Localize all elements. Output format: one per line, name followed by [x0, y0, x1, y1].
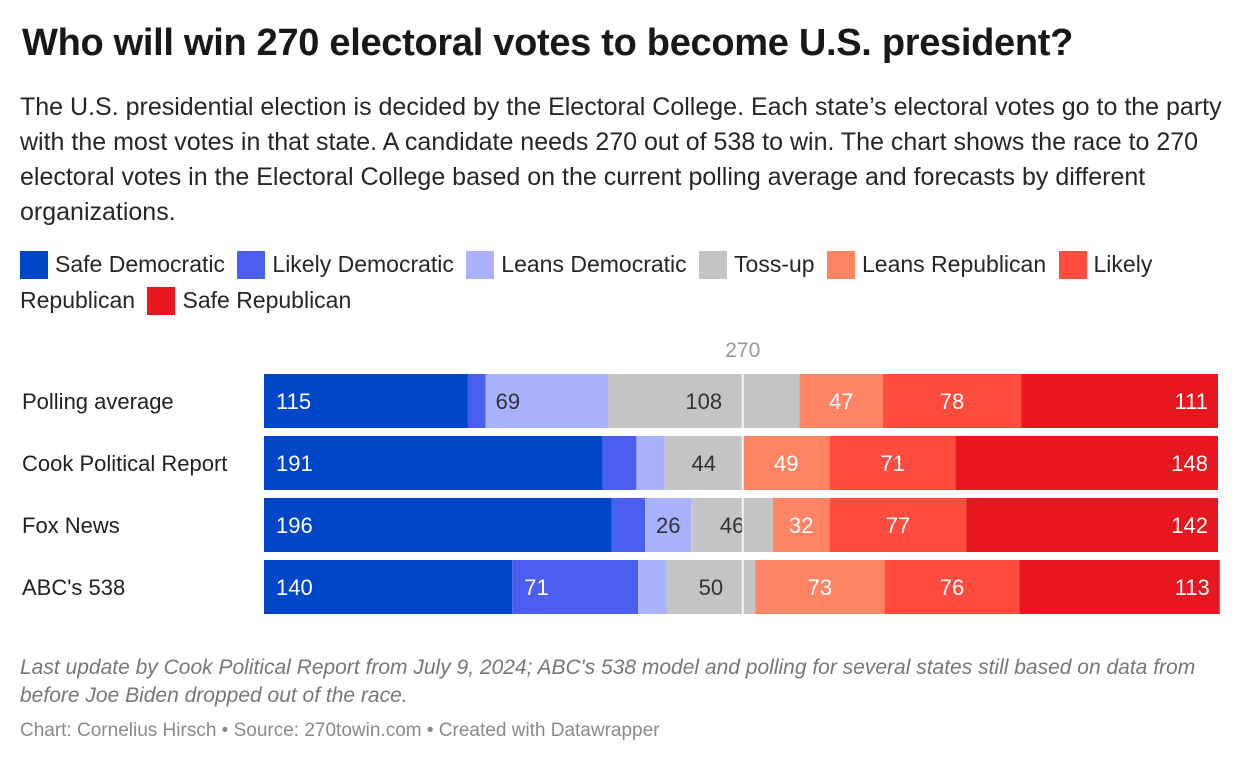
data-label: 49: [774, 451, 798, 476]
data-label: 108: [685, 389, 722, 414]
legend-swatch-leans_dem: [466, 251, 495, 279]
data-label: 47: [829, 389, 853, 414]
bar-segment: [1019, 560, 1220, 614]
bar-segment: [264, 374, 468, 428]
bar-segment: [264, 498, 612, 552]
chart-footer: Chart: Cornelius Hirsch • Source: 270tow…: [20, 720, 660, 741]
data-label: 32: [789, 513, 813, 538]
chart-title: Who will win 270 electoral votes to beco…: [22, 22, 1074, 64]
legend-label-likely_dem: Likely Democratic: [272, 251, 454, 277]
data-label: 196: [276, 513, 313, 538]
bar-segment: [645, 498, 692, 552]
bar-segment: [264, 560, 513, 614]
bar-segment: [608, 374, 800, 428]
legend-item-safe_rep: Safe Republican: [147, 287, 352, 315]
bar-segment: [772, 498, 830, 552]
legend-item-safe_dem: Safe Democratic: [20, 251, 226, 279]
bar-segment: [691, 498, 773, 552]
chart-description: The U.S. presidential election is decide…: [20, 93, 1222, 226]
legend-swatch-tossup: [699, 251, 728, 279]
data-label: 148: [1171, 451, 1208, 476]
threshold-label: 270: [725, 339, 760, 362]
legend-item-leans_rep: Leans Republican: [826, 251, 1047, 279]
data-label: 111: [1175, 389, 1208, 414]
legend-swatch-leans_rep: [826, 251, 855, 279]
data-label: 50: [699, 575, 723, 600]
data-label: 26: [656, 513, 680, 538]
data-label: 115: [276, 389, 311, 414]
bar-segment: [602, 436, 637, 490]
bar-segment: [664, 436, 743, 490]
bar-segment: [467, 374, 486, 428]
bar-segment: [264, 436, 603, 490]
data-label: 142: [1171, 513, 1208, 538]
bar-segment: [512, 560, 639, 614]
data-label: 78: [940, 389, 964, 414]
bar-segment: [829, 436, 956, 490]
legend-swatch-likely_dem: [237, 251, 266, 279]
legend-label-safe_dem: Safe Democratic: [55, 251, 226, 277]
bar-segment: [755, 560, 885, 614]
bar-segment: [485, 374, 609, 428]
data-label: 73: [808, 575, 832, 600]
legend-label-leans_dem: Leans Democratic: [501, 251, 687, 277]
row-label: Fox News: [22, 513, 120, 538]
bar-segment: [638, 560, 667, 614]
data-label: 46: [720, 513, 744, 538]
legend-swatch-likely_rep: [1058, 251, 1087, 279]
legend-item-leans_dem: Leans Democratic: [466, 251, 687, 279]
legend-item-tossup: Toss-up: [699, 251, 815, 279]
legend-label-tossup: Toss-up: [734, 251, 815, 277]
data-label: 77: [886, 513, 910, 538]
bar-segment: [611, 498, 646, 552]
legend-label-leans_rep: Leans Republican: [861, 251, 1047, 277]
data-label: 71: [524, 575, 548, 600]
stacked-bar-chart: Polling average 115 69 108 47 78 111 Cook Polit…: [22, 339, 1220, 614]
legend-item-likely_rep: Likely Republican: [20, 251, 1152, 313]
data-label: 76: [940, 575, 964, 600]
row-label: Cook Political Report: [22, 451, 227, 476]
legend-label-safe_rep: Safe Republican: [182, 287, 352, 313]
bar-segment: [882, 374, 1022, 428]
bar-segment: [742, 436, 830, 490]
row-label: Polling average: [22, 389, 174, 414]
data-label: 113: [1175, 575, 1210, 600]
data-label: 69: [496, 389, 520, 414]
legend-swatch-safe_rep: [147, 287, 176, 315]
data-label: 140: [276, 575, 313, 600]
bar-segment: [955, 436, 1218, 490]
bar-segment: [829, 498, 967, 552]
data-label: 44: [692, 451, 716, 476]
data-label: 71: [880, 451, 904, 476]
data-label: 191: [276, 451, 313, 476]
legend-label-likely_rep: Likely Republican: [20, 251, 1153, 313]
bar-segment: [799, 374, 883, 428]
row-label: ABC's 538: [22, 575, 125, 600]
legend-item-likely_dem: Likely Democratic: [237, 251, 454, 279]
legend-swatch-safe_dem: [20, 251, 48, 279]
bar-segment: [666, 560, 756, 614]
bar-segment: [884, 560, 1020, 614]
bar-segment: [636, 436, 665, 490]
chart-notes: Last update by Cook Political Report fro…: [20, 656, 1196, 707]
legend: Safe Democratic Likely Democratic Leans …: [20, 246, 1225, 318]
bar-segment: [966, 498, 1218, 552]
bar-segment: [1021, 374, 1218, 428]
